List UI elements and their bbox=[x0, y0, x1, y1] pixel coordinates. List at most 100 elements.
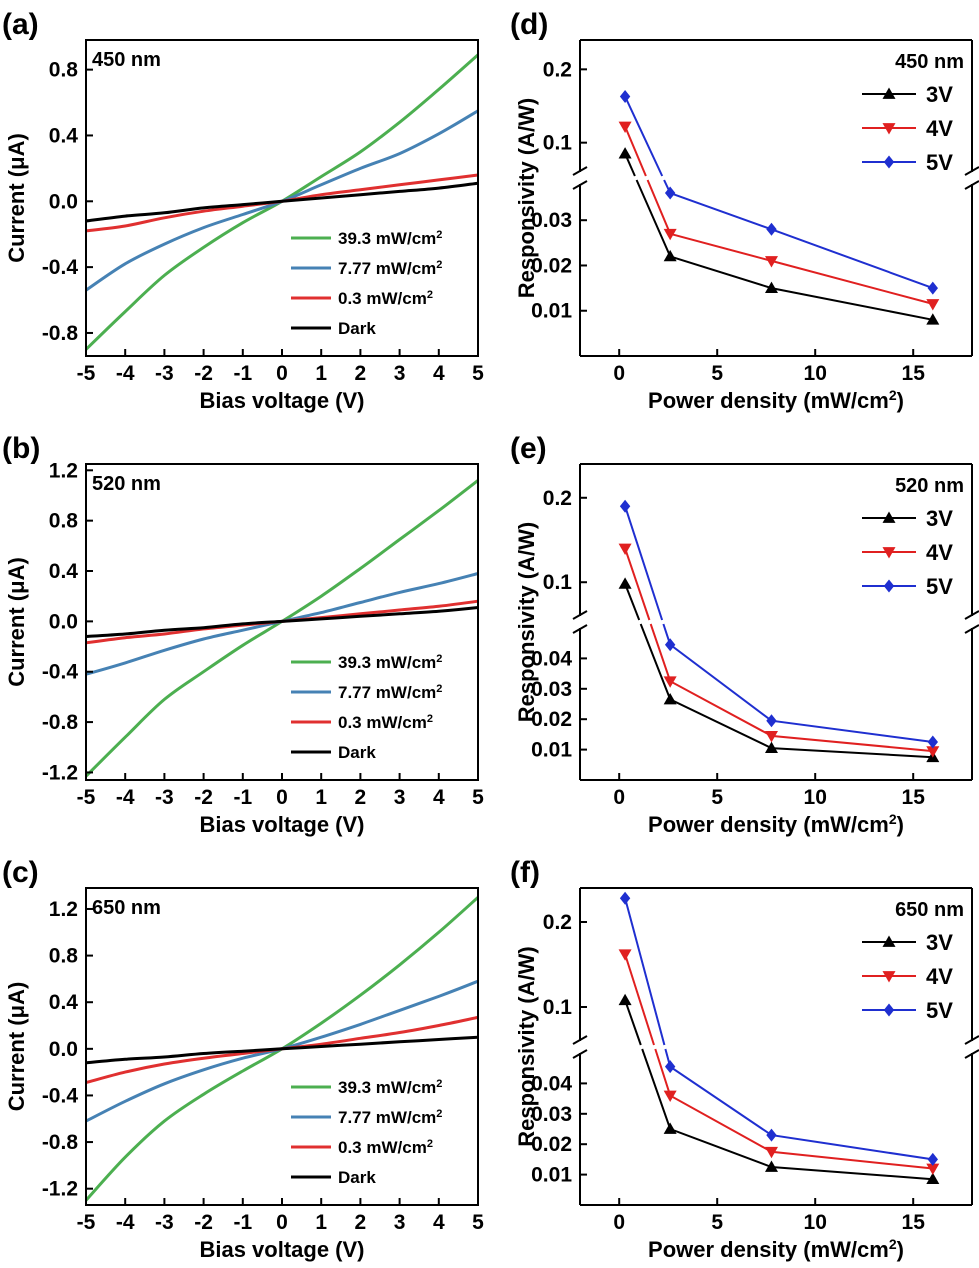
wavelength-label: 520 nm bbox=[92, 473, 161, 495]
wavelength-label: 650 nm bbox=[895, 899, 964, 921]
x-tick-label: -1 bbox=[233, 362, 252, 385]
data-point bbox=[619, 499, 631, 513]
y-tick-label: 0.8 bbox=[49, 945, 79, 968]
data-point bbox=[618, 577, 632, 589]
iv-panel-1: (a) -5 -4 -3 -2 -1 0 1 2 3 4 5 -0.8 -0.4 0.0 0.4 0.8 Bias… bbox=[2, 8, 484, 413]
legend-label: 3V bbox=[926, 82, 953, 107]
axis-break-mark bbox=[964, 610, 979, 620]
series-line bbox=[85, 1035, 479, 1065]
data-point bbox=[618, 993, 632, 1006]
series-line bbox=[663, 179, 934, 290]
y-tick-label: 0.02 bbox=[531, 708, 572, 731]
panel-label: (f) bbox=[510, 856, 540, 889]
data-point bbox=[764, 1160, 778, 1172]
wavelength-label: 520 nm bbox=[895, 475, 964, 497]
panel-label: (e) bbox=[510, 432, 547, 465]
x-tick-label: -2 bbox=[194, 362, 213, 385]
x-axis-label: Power density (mW/cm2) bbox=[648, 1236, 904, 1262]
y-tick-label: 0.03 bbox=[531, 209, 572, 232]
data-point bbox=[764, 1146, 778, 1159]
data-point bbox=[664, 1060, 676, 1074]
x-tick-label: -3 bbox=[155, 362, 174, 385]
y-tick-label: 0.2 bbox=[543, 487, 572, 510]
y-tick-label: -0.4 bbox=[42, 661, 79, 684]
y-tick-label: 0.1 bbox=[543, 996, 573, 1019]
data-point bbox=[619, 89, 631, 103]
legend-label: Dark bbox=[338, 319, 376, 338]
series-line bbox=[624, 505, 664, 621]
legend-marker bbox=[882, 935, 896, 947]
y-tick-label: 0.8 bbox=[49, 59, 79, 82]
axis-break-mark bbox=[964, 180, 979, 190]
y-tick-label: 0.0 bbox=[49, 610, 78, 633]
data-point bbox=[764, 281, 778, 293]
y-axis-label: Responsivity (A/W) bbox=[514, 98, 539, 298]
data-point bbox=[663, 676, 677, 688]
series-line bbox=[635, 179, 933, 321]
series-line bbox=[649, 623, 933, 753]
panel-label: (d) bbox=[510, 8, 548, 41]
x-tick-label: -1 bbox=[233, 786, 252, 809]
y-tick-label: 0.4 bbox=[49, 124, 79, 147]
x-tick-label: 15 bbox=[902, 1211, 926, 1234]
x-tick-label: 2 bbox=[355, 1211, 367, 1234]
data-point bbox=[766, 222, 777, 236]
x-tick-label: 1 bbox=[315, 786, 327, 809]
x-axis-label: Bias voltage (V) bbox=[199, 388, 364, 413]
x-tick-label: -2 bbox=[194, 786, 213, 809]
x-tick-label: 5 bbox=[472, 1211, 484, 1234]
legend-marker bbox=[882, 971, 896, 983]
legend-marker bbox=[882, 123, 896, 135]
legend-label: 7.77 mW/cm2 bbox=[338, 683, 442, 702]
legend-label: 5V bbox=[926, 574, 953, 599]
series-line bbox=[624, 999, 642, 1046]
x-tick-label: 5 bbox=[472, 362, 484, 385]
data-point bbox=[663, 1122, 677, 1134]
x-tick-label: 10 bbox=[804, 786, 827, 809]
y-tick-label: 0.03 bbox=[531, 678, 572, 701]
data-point bbox=[663, 228, 677, 241]
x-tick-label: 0 bbox=[276, 786, 288, 809]
x-tick-label: -5 bbox=[77, 362, 96, 385]
series-line bbox=[624, 953, 655, 1046]
data-point bbox=[927, 735, 938, 749]
plot-frame bbox=[85, 887, 479, 1206]
series-line bbox=[85, 181, 479, 223]
axis-break-mark bbox=[572, 610, 588, 620]
data-point bbox=[619, 891, 631, 905]
legend-label: 3V bbox=[926, 930, 953, 955]
x-tick-label: -4 bbox=[116, 362, 135, 385]
data-point bbox=[926, 1163, 940, 1176]
x-tick-label: -4 bbox=[116, 1211, 135, 1234]
x-tick-label: 3 bbox=[394, 362, 406, 385]
y-tick-label: 0.2 bbox=[543, 911, 572, 934]
series-line bbox=[639, 623, 933, 759]
y-tick-label: 1.2 bbox=[49, 459, 78, 482]
y-tick-label: 0.0 bbox=[49, 1038, 78, 1061]
axis-break-mark bbox=[572, 1049, 588, 1059]
y-tick-label: 0.01 bbox=[531, 300, 572, 323]
responsivity-panel-3: (f) 0 5 10 15 0.01 0.02 0.03 0.04 0.1 0.2 Power den… bbox=[510, 856, 979, 1262]
y-tick-label: -0.8 bbox=[42, 711, 79, 734]
legend-label: 0.3 mW/cm2 bbox=[338, 289, 433, 308]
x-axis-label: Bias voltage (V) bbox=[199, 812, 364, 837]
series-line bbox=[646, 179, 934, 305]
data-point bbox=[926, 313, 940, 325]
series-line bbox=[85, 606, 479, 638]
x-tick-label: -3 bbox=[155, 786, 174, 809]
legend-marker bbox=[883, 1003, 895, 1017]
series-line bbox=[624, 96, 664, 177]
legend-label: 7.77 mW/cm2 bbox=[338, 1108, 442, 1127]
iv-panel-3: (c) -5 -4 -3 -2 -1 0 1 2 3 4 5 -1.2 -0.8 -0.4 0.0 0.4 0.8… bbox=[2, 856, 484, 1262]
series-line bbox=[654, 1048, 933, 1170]
legend-label: 7.77 mW/cm2 bbox=[338, 259, 442, 278]
x-tick-label: 5 bbox=[711, 1211, 723, 1234]
y-tick-label: -0.4 bbox=[42, 256, 79, 279]
axis-break-mark bbox=[572, 624, 588, 634]
legend-label: 3V bbox=[926, 506, 953, 531]
axis-break-mark bbox=[572, 1035, 588, 1045]
y-tick-label: 0.01 bbox=[531, 1164, 572, 1187]
legend-label: 39.3 mW/cm2 bbox=[338, 229, 442, 248]
plot-frame bbox=[85, 39, 479, 357]
